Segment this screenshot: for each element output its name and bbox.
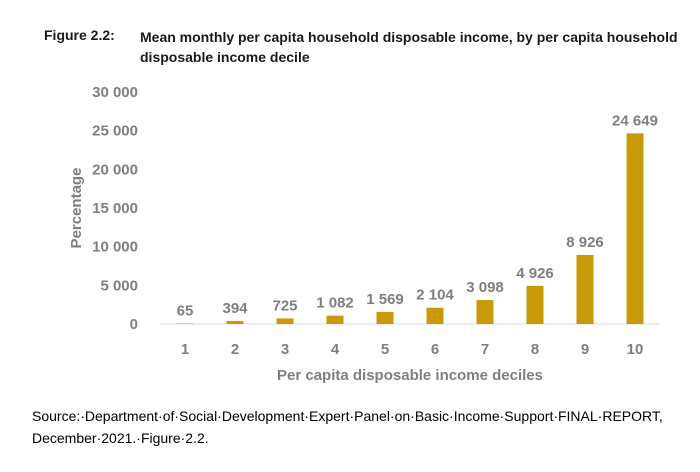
bar [376, 311, 394, 324]
data-label: 8 926 [566, 234, 604, 251]
bar [326, 315, 344, 324]
bar [576, 254, 594, 324]
data-label: 1 569 [366, 291, 404, 308]
data-label: 725 [272, 297, 297, 314]
data-label: 394 [222, 300, 248, 317]
y-tick-label: 20 000 [92, 161, 138, 178]
figure-title: Mean monthly per capita household dispos… [140, 29, 678, 65]
x-tick-label: 4 [331, 341, 340, 358]
x-tick-label: 1 [181, 341, 189, 358]
x-tick-label: 10 [627, 341, 644, 358]
x-tick-label: 7 [481, 341, 489, 358]
data-label: 24 649 [612, 112, 658, 129]
y-tick-label: 30 000 [92, 84, 138, 101]
bar [276, 318, 294, 324]
data-label: 65 [177, 302, 194, 319]
x-tick-label: 8 [531, 341, 539, 358]
y-tick-label: 10 000 [92, 239, 138, 256]
y-axis-title: Percentage [68, 168, 85, 249]
data-label: 4 926 [516, 265, 554, 282]
source-note: Source:·Department·of·Social·Development… [32, 408, 663, 446]
data-label: 2 104 [416, 287, 454, 304]
x-axis-title: Per capita disposable income deciles [277, 367, 543, 384]
y-tick-label: 0 [130, 316, 138, 333]
figure-label: Figure 2.2: [44, 27, 115, 43]
bar [526, 285, 544, 324]
x-tick-label: 3 [281, 341, 289, 358]
x-tick-label: 5 [381, 341, 389, 358]
bar [176, 323, 194, 324]
y-tick-label: 15 000 [92, 200, 138, 217]
bar [426, 307, 444, 324]
data-label: 1 082 [316, 295, 354, 312]
bar [226, 320, 244, 324]
y-tick-label: 25 000 [92, 123, 138, 140]
x-tick-label: 9 [581, 341, 589, 358]
x-tick-label: 6 [431, 341, 439, 358]
y-tick-label: 5 000 [100, 277, 138, 294]
bar [476, 300, 494, 324]
bar [626, 133, 644, 324]
x-tick-label: 2 [231, 341, 239, 358]
data-label: 3 098 [466, 279, 504, 296]
